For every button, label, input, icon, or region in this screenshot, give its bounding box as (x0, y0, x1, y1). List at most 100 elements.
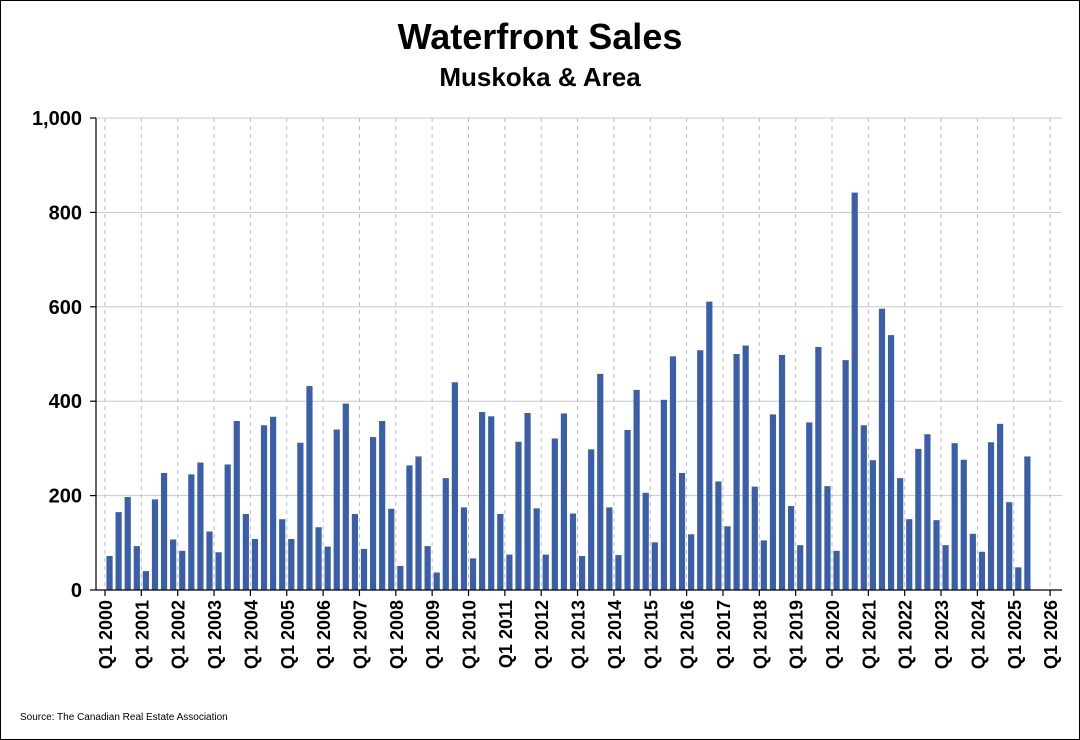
chart-title: Waterfront Sales (397, 16, 683, 57)
x-tick-label: Q1 2005 (278, 600, 298, 669)
bar (551, 438, 558, 590)
bar (360, 548, 368, 590)
bar (788, 505, 795, 590)
bar (351, 514, 359, 590)
bar (460, 507, 468, 590)
bar (597, 373, 604, 590)
bar (924, 434, 931, 590)
bar (897, 478, 904, 590)
bar (542, 554, 549, 590)
x-tick-label: Q1 2011 (496, 600, 516, 668)
bar (397, 565, 404, 590)
bar (633, 389, 640, 590)
y-tick-label: 400 (49, 391, 82, 413)
bar (415, 456, 422, 590)
bar (724, 526, 731, 590)
bar (742, 345, 749, 590)
bar (887, 335, 895, 590)
bar (815, 346, 822, 590)
bar (324, 546, 331, 590)
bar (660, 399, 667, 590)
bar (651, 542, 658, 590)
bar (560, 413, 568, 590)
bar (206, 531, 213, 590)
bar (333, 429, 340, 590)
bar (469, 558, 477, 590)
bar (569, 513, 577, 590)
x-tick-label: Q1 2014 (605, 600, 625, 669)
x-tick-label: Q1 2002 (169, 600, 189, 669)
bar (806, 422, 813, 590)
bar (479, 412, 486, 590)
bar (860, 425, 867, 590)
bar (224, 464, 231, 590)
bar (906, 519, 913, 590)
bar (188, 474, 195, 590)
bar (733, 354, 740, 590)
bar (842, 360, 849, 590)
x-tick-label: Q1 2019 (787, 600, 807, 669)
bar (160, 472, 168, 590)
bar (697, 350, 704, 590)
bar (642, 492, 649, 590)
bar (151, 499, 159, 590)
x-tick-label: Q1 2000 (96, 600, 116, 669)
bar (215, 552, 222, 590)
y-tick-label: 600 (49, 297, 82, 319)
bar (578, 556, 586, 590)
bar (960, 459, 967, 590)
bar (760, 540, 767, 590)
bar (142, 571, 149, 590)
bar (442, 478, 449, 590)
bar (1015, 567, 1022, 590)
x-tick-label: Q1 2006 (314, 600, 334, 669)
bar (615, 555, 622, 590)
bar (260, 425, 268, 590)
bar (288, 539, 295, 590)
x-tick-label: Q1 2025 (1005, 600, 1025, 669)
bar (833, 550, 840, 590)
bar (969, 533, 976, 590)
y-tick-label: 0 (71, 580, 82, 602)
bar (624, 429, 631, 590)
bar (233, 421, 240, 590)
bar (515, 441, 522, 590)
x-tick-label: Q1 2016 (678, 600, 698, 669)
y-tick-label: 800 (49, 202, 82, 224)
y-tick-label: 1,000 (32, 108, 82, 130)
bar (669, 356, 677, 590)
x-tick-label: Q1 2009 (423, 600, 443, 669)
bar (915, 448, 922, 590)
bar (778, 354, 786, 590)
x-tick-label: Q1 2018 (750, 600, 770, 669)
bar (769, 414, 777, 590)
bar (379, 421, 386, 590)
bar (878, 308, 886, 590)
bar (433, 572, 440, 590)
bar (124, 497, 131, 590)
bar (1006, 502, 1013, 590)
bar (1024, 456, 1031, 590)
bar (388, 508, 395, 590)
bar (869, 460, 876, 590)
x-tick-label: Q1 2012 (532, 600, 552, 669)
x-tick-label: Q1 2001 (132, 600, 152, 669)
bar (797, 545, 804, 590)
x-tick-label: Q1 2004 (241, 600, 261, 669)
x-tick-label: Q1 2021 (859, 600, 879, 669)
bar (978, 551, 986, 590)
x-tick-label: Q1 2015 (641, 600, 661, 669)
bar (933, 520, 940, 590)
bar (506, 554, 513, 590)
bar (588, 449, 595, 590)
bar (851, 192, 858, 591)
bar (270, 416, 277, 590)
bar (306, 386, 313, 590)
x-tick-label: Q1 2007 (350, 600, 370, 669)
bar (524, 413, 531, 590)
chart-subtitle: Muskoka & Area (439, 62, 641, 92)
x-tick-label: Q1 2026 (1041, 600, 1061, 669)
x-tick-label: Q1 2017 (714, 600, 734, 669)
